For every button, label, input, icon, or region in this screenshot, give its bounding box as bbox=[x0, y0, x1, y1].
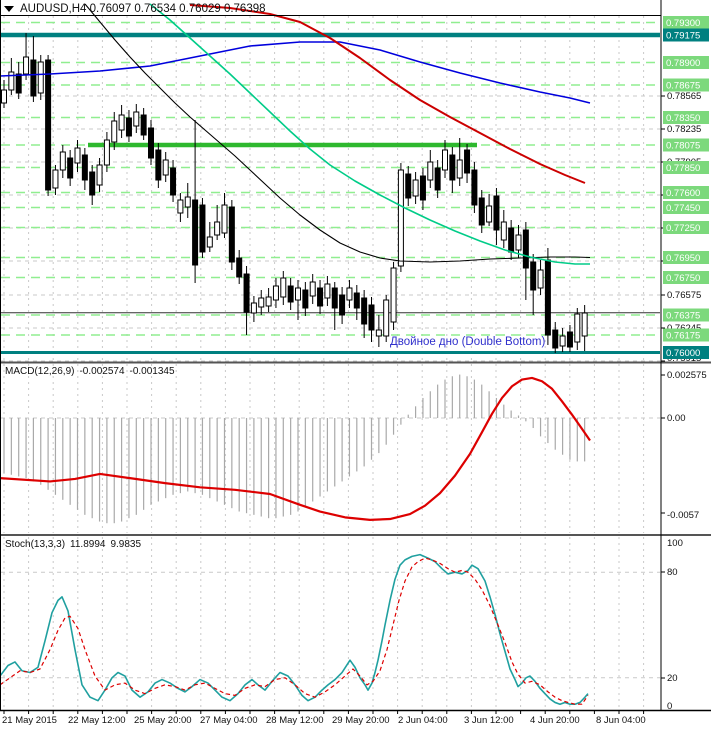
chart-title-row: AUDUSD,H4 0.76097 0.76534 0.76029 0.7639… bbox=[4, 2, 266, 15]
svg-text:0.76575: 0.76575 bbox=[667, 290, 701, 301]
svg-text:0.78565: 0.78565 bbox=[667, 91, 701, 102]
time-label: 29 May 20:00 bbox=[332, 715, 390, 726]
stoch-value-k: 11.8994 bbox=[70, 539, 106, 550]
svg-text:0.78075: 0.78075 bbox=[666, 141, 700, 152]
chart-title: AUDUSD,H4 0.76097 0.76534 0.76029 0.7639… bbox=[20, 2, 266, 15]
time-label: 21 May 2015 bbox=[2, 715, 57, 726]
svg-text:0.76375: 0.76375 bbox=[666, 311, 700, 322]
ma-red bbox=[189, 4, 586, 184]
candlesticks bbox=[1, 33, 588, 353]
svg-text:100: 100 bbox=[667, 538, 683, 549]
percent-D bbox=[0, 557, 589, 705]
stoch-name: Stoch(13,3,3) bbox=[5, 539, 66, 550]
svg-text:0.76950: 0.76950 bbox=[666, 253, 700, 264]
time-label: 27 May 04:00 bbox=[200, 715, 258, 726]
svg-text:20: 20 bbox=[667, 673, 678, 684]
svg-text:0.77600: 0.77600 bbox=[666, 188, 700, 199]
svg-text:0.78235: 0.78235 bbox=[667, 124, 701, 135]
svg-text:0.79300: 0.79300 bbox=[666, 18, 700, 29]
svg-text:0.77450: 0.77450 bbox=[666, 203, 700, 214]
ma-blue bbox=[0, 41, 591, 104]
macd-value-main: -0.002574 bbox=[79, 366, 125, 377]
pattern-annotation: Двойное дно (Double Bottom) bbox=[390, 336, 546, 348]
stoch-value-d: 9.9835 bbox=[110, 539, 142, 550]
time-label: 3 Jun 12:00 bbox=[464, 715, 514, 726]
svg-text:80: 80 bbox=[667, 567, 678, 578]
time-axis: 21 May 2015 22 May 12:00 25 May 20:00 27 Ma… bbox=[0, 715, 660, 731]
svg-text:-0.0057: -0.0057 bbox=[667, 510, 699, 521]
svg-text:0.76750: 0.76750 bbox=[666, 273, 700, 284]
gridlines bbox=[1, 16, 660, 714]
svg-text:0.79175: 0.79175 bbox=[666, 31, 700, 42]
macd-histogram bbox=[3, 374, 586, 524]
svg-text:0.78900: 0.78900 bbox=[666, 58, 700, 69]
time-label: 2 Jun 04:00 bbox=[398, 715, 448, 726]
svg-text:0.77250: 0.77250 bbox=[666, 223, 700, 234]
svg-text:0.76175: 0.76175 bbox=[666, 331, 700, 342]
time-label: 25 May 20:00 bbox=[134, 715, 192, 726]
pane-borders bbox=[0, 0, 711, 712]
macd-name: MACD(12,26,9) bbox=[5, 366, 75, 377]
time-label: 8 Jun 04:00 bbox=[596, 715, 646, 726]
time-label: 28 May 12:00 bbox=[266, 715, 324, 726]
macd-signal-line bbox=[0, 376, 591, 521]
price-scale: 0.785650.782350.779050.775750.772450.769… bbox=[661, 16, 709, 712]
svg-text:0: 0 bbox=[667, 701, 672, 712]
macd-value-signal: -0.001345 bbox=[129, 366, 175, 377]
svg-text:0.002575: 0.002575 bbox=[667, 370, 707, 381]
ma-green bbox=[149, 3, 590, 265]
time-label: 22 May 12:00 bbox=[68, 715, 126, 726]
time-label: 4 Jun 20:00 bbox=[530, 715, 580, 726]
svg-text:0.76000: 0.76000 bbox=[666, 348, 700, 359]
ma-black bbox=[84, 3, 591, 263]
svg-text:0.78675: 0.78675 bbox=[666, 81, 700, 92]
svg-text:0.00: 0.00 bbox=[667, 413, 686, 424]
svg-text:0.77850: 0.77850 bbox=[666, 163, 700, 174]
collapse-triangle-icon[interactable] bbox=[4, 5, 14, 12]
svg-text:0.78350: 0.78350 bbox=[666, 113, 700, 124]
stoch-indicator-label: Stoch(13,3,3) 11.8994 9.9835 bbox=[5, 539, 146, 550]
percent-K bbox=[0, 553, 589, 706]
macd-indicator-label: MACD(12,26,9) -0.002574 -0.001345 bbox=[5, 366, 180, 377]
